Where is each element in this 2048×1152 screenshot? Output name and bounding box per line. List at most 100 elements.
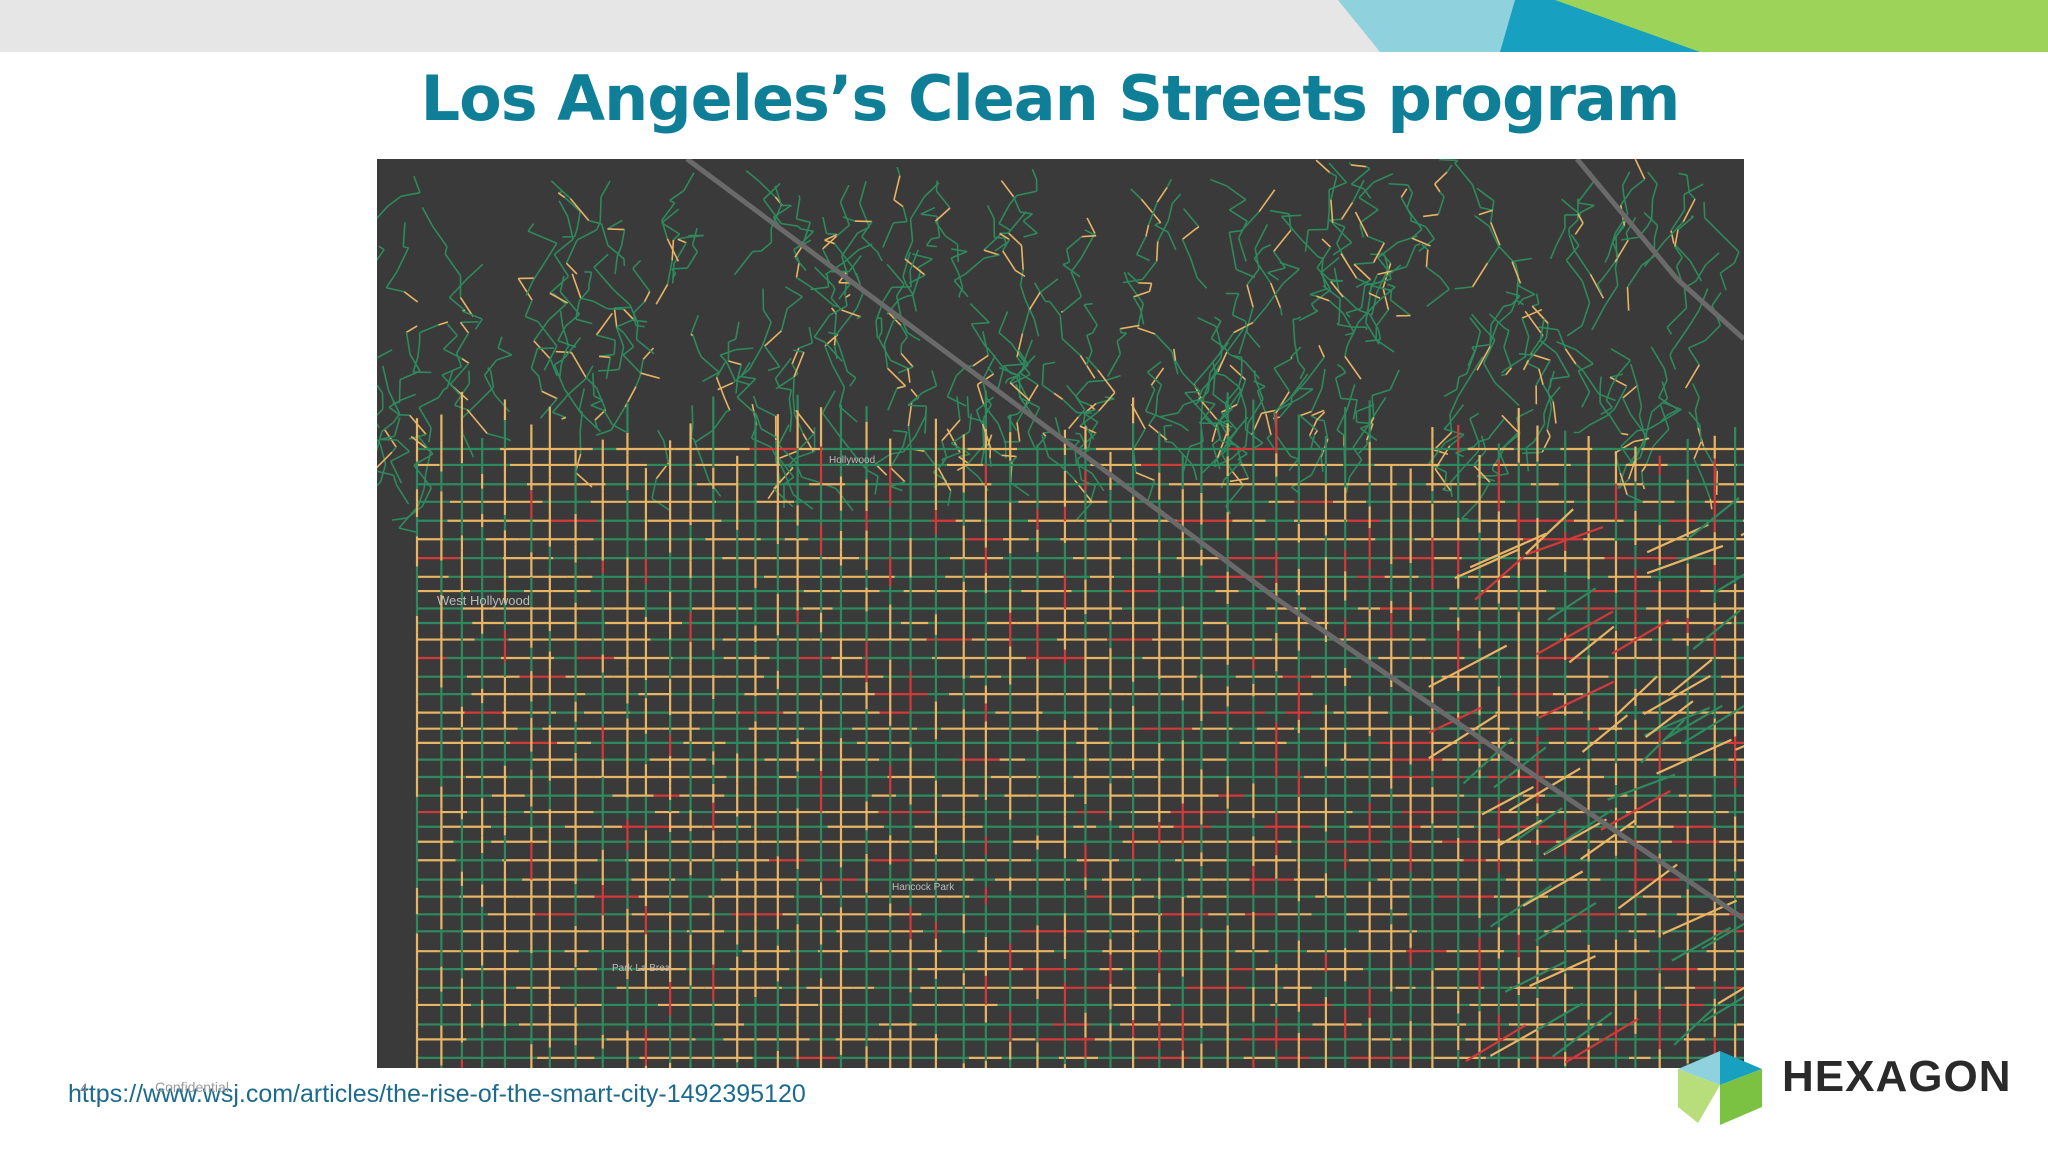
street [1658,379,1668,398]
street [1309,288,1327,296]
street [666,260,673,285]
street [984,345,988,349]
street [1079,354,1096,379]
street [956,396,961,421]
street [1097,369,1116,393]
street [1061,338,1081,357]
street [1137,327,1156,335]
street [859,202,871,228]
street [1533,423,1546,442]
street [1621,236,1639,241]
street [1704,217,1722,236]
street [1007,211,1027,234]
street [1670,230,1675,244]
street [543,345,558,371]
street [1691,382,1700,398]
street [1066,236,1083,250]
street [829,305,848,317]
street [792,376,795,398]
street [982,331,990,356]
street [576,229,598,241]
street [1688,340,1706,349]
street [578,388,586,411]
street [941,451,961,461]
street [383,429,397,448]
street [1299,410,1312,417]
street [610,406,626,431]
street [1041,384,1055,394]
street [517,278,533,301]
street [1552,401,1557,424]
street [671,264,675,284]
street [1266,434,1272,439]
street [1439,276,1450,290]
street [1091,324,1098,334]
street [1350,164,1367,168]
street [489,371,495,388]
street [1182,446,1191,472]
street [530,348,539,369]
street [1550,375,1570,380]
street [1555,352,1571,377]
street [1442,488,1449,492]
street [1043,361,1056,366]
street [613,340,617,355]
street [1133,290,1150,298]
street [1028,291,1041,311]
street [1266,437,1275,450]
street [728,360,742,366]
street [655,284,669,305]
street [1336,226,1346,244]
street [1663,368,1668,381]
street [527,230,543,238]
street [1316,295,1330,302]
street [388,406,400,416]
street [1328,300,1344,314]
street [1490,222,1501,246]
street [1304,356,1325,383]
street [1070,257,1082,273]
street [1253,380,1266,388]
street [1136,253,1150,262]
street [920,206,936,215]
street [1310,434,1316,449]
street [1345,307,1362,314]
street [1357,300,1379,323]
street [1455,452,1464,458]
street [1031,168,1038,180]
street [694,429,714,443]
street [1365,440,1369,445]
street [396,247,410,273]
street [690,333,694,337]
street [1390,299,1411,317]
street [826,232,838,236]
street [566,378,587,397]
street [1688,192,1696,200]
street [459,321,470,334]
street [1621,185,1625,196]
street [1411,228,1423,239]
street [1079,433,1089,451]
street [1510,294,1520,312]
street [1489,323,1499,345]
street [755,414,762,429]
street [1095,397,1115,405]
street [983,249,1000,256]
street [762,182,781,200]
street [1156,384,1163,396]
street [841,309,861,318]
street [1535,359,1551,386]
street [1148,424,1168,441]
street [1359,225,1365,238]
street [1167,231,1177,251]
street [612,288,631,306]
street [527,223,535,232]
street [1365,322,1380,345]
street [986,205,995,219]
logo-part [1678,1069,1720,1123]
street [1193,365,1211,385]
street [1321,238,1332,248]
street [1130,188,1142,200]
street [795,409,815,435]
street [890,450,904,455]
